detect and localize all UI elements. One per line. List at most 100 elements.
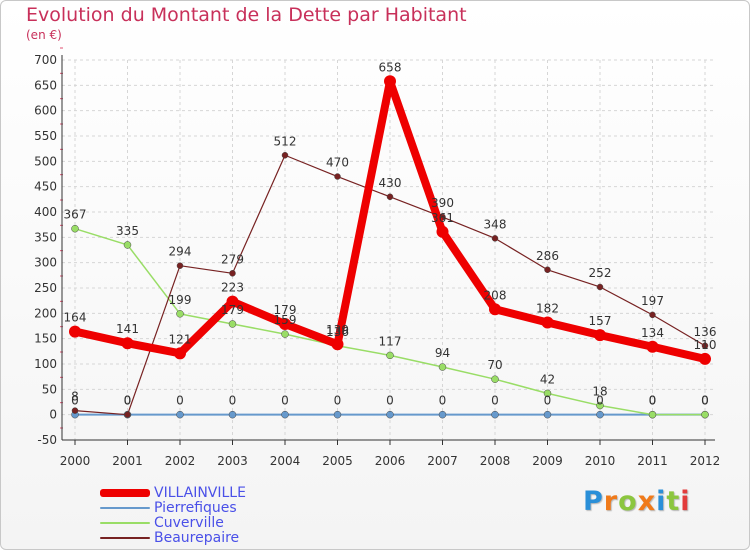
series-cuverville	[71, 224, 709, 419]
data-label: 361	[431, 211, 454, 225]
data-label: 0	[544, 394, 552, 408]
data-label: 42	[540, 372, 555, 386]
data-label: 136	[326, 325, 349, 339]
data-point	[121, 337, 134, 350]
data-label: 141	[116, 322, 139, 336]
data-label: 286	[536, 249, 559, 263]
y-tick-label: -50	[37, 433, 57, 447]
data-label: 367	[64, 208, 87, 222]
data-point	[594, 329, 606, 342]
y-tick-label: 650	[34, 78, 57, 92]
data-point	[176, 262, 184, 269]
data-point	[491, 410, 499, 419]
data-label: 70	[487, 358, 502, 372]
x-tick-label: 2001	[112, 454, 143, 468]
data-label: 0	[649, 394, 657, 408]
legend-label: Beaurepaire	[154, 530, 240, 546]
x-tick-label: 2003	[217, 454, 248, 468]
data-point	[176, 310, 184, 318]
data-label: 279	[221, 252, 244, 266]
legend-swatch	[100, 522, 150, 524]
data-point	[176, 410, 184, 419]
data-label: 110	[694, 338, 717, 352]
data-point	[386, 193, 394, 201]
data-label: 159	[274, 313, 297, 327]
y-tick-label: 100	[34, 357, 57, 371]
data-label: 199	[169, 293, 192, 307]
data-point	[281, 410, 289, 419]
data-point	[701, 342, 709, 350]
data-point	[438, 410, 447, 419]
data-label: 0	[71, 394, 79, 408]
x-tick-label: 2004	[270, 454, 301, 468]
data-label: 470	[326, 156, 349, 170]
data-point	[228, 410, 237, 419]
data-point	[279, 317, 291, 330]
data-label: 179	[274, 303, 297, 317]
data-point	[281, 152, 289, 159]
line-chart: -50 0 50 100 150 200 250 300 350 400 450 500 550 600 6…	[34, 47, 721, 468]
data-point	[334, 173, 341, 180]
y-tick-label: 0	[49, 408, 57, 422]
x-tick-label: 2012	[690, 454, 721, 468]
legend-item: Beaurepaire	[100, 530, 360, 546]
data-label: 157	[589, 314, 612, 328]
data-point	[226, 295, 239, 308]
data-label: 0	[124, 394, 132, 408]
data-point	[69, 325, 81, 338]
x-axis-ticks: 2000 2001 2002 2003 2004 2005 2006 2007 2008 2009…	[60, 454, 721, 468]
data-label: 0	[439, 394, 447, 408]
data-label: 164	[64, 311, 87, 325]
x-tick-label: 2006	[375, 454, 406, 468]
legend-swatch	[100, 489, 150, 497]
data-point	[544, 266, 551, 274]
data-label: 94	[435, 346, 450, 360]
proxiti-logo: Proxiti	[583, 486, 691, 517]
data-point	[596, 283, 604, 291]
x-tick-label: 2002	[165, 454, 196, 468]
data-label: 430	[379, 176, 402, 190]
data-point	[124, 411, 131, 418]
data-point	[649, 311, 656, 319]
y-tick-label: 450	[34, 180, 57, 194]
data-point	[386, 351, 394, 360]
y-tick-label: 300	[34, 256, 57, 270]
data-label: 335	[116, 224, 139, 238]
data-point	[491, 375, 499, 383]
y-tick-label: 550	[34, 129, 57, 143]
data-label: 117	[379, 334, 402, 348]
axes	[60, 47, 715, 445]
legend-label: Pierrefiques	[154, 500, 237, 516]
data-point	[699, 352, 711, 365]
data-point	[229, 270, 236, 277]
data-label: 223	[221, 281, 244, 295]
data-label: 0	[176, 394, 184, 408]
x-tick-label: 2005	[322, 454, 353, 468]
data-point	[596, 410, 604, 419]
grid	[62, 59, 715, 441]
data-point	[228, 320, 237, 328]
data-point	[543, 389, 552, 398]
data-point	[71, 407, 79, 414]
y-tick-label: 200	[34, 306, 57, 320]
data-label: 182	[536, 301, 559, 315]
data-label: 512	[274, 134, 297, 148]
data-label: 0	[229, 394, 237, 408]
x-tick-label: 2008	[480, 454, 511, 468]
y-tick-label: 150	[34, 332, 57, 346]
data-label: 658	[379, 60, 402, 74]
legend-item: Pierrefiques	[100, 500, 360, 516]
data-labels: 0 0 0 0 0 0 0 0 0 0 0 0 0367335199179159136117947042…	[64, 60, 717, 407]
data-point	[491, 235, 499, 242]
y-tick-label: 600	[34, 104, 57, 118]
data-point	[648, 410, 657, 419]
legend-item: Cuverville	[100, 515, 360, 531]
data-point	[543, 410, 552, 419]
data-label: 134	[641, 326, 664, 340]
data-label: 0	[491, 394, 499, 408]
data-label: 0	[701, 394, 709, 408]
legend-item: VILLAINVILLE	[100, 485, 360, 501]
data-label: 0	[386, 394, 394, 408]
data-point	[541, 316, 554, 329]
data-label: 0	[701, 394, 709, 408]
